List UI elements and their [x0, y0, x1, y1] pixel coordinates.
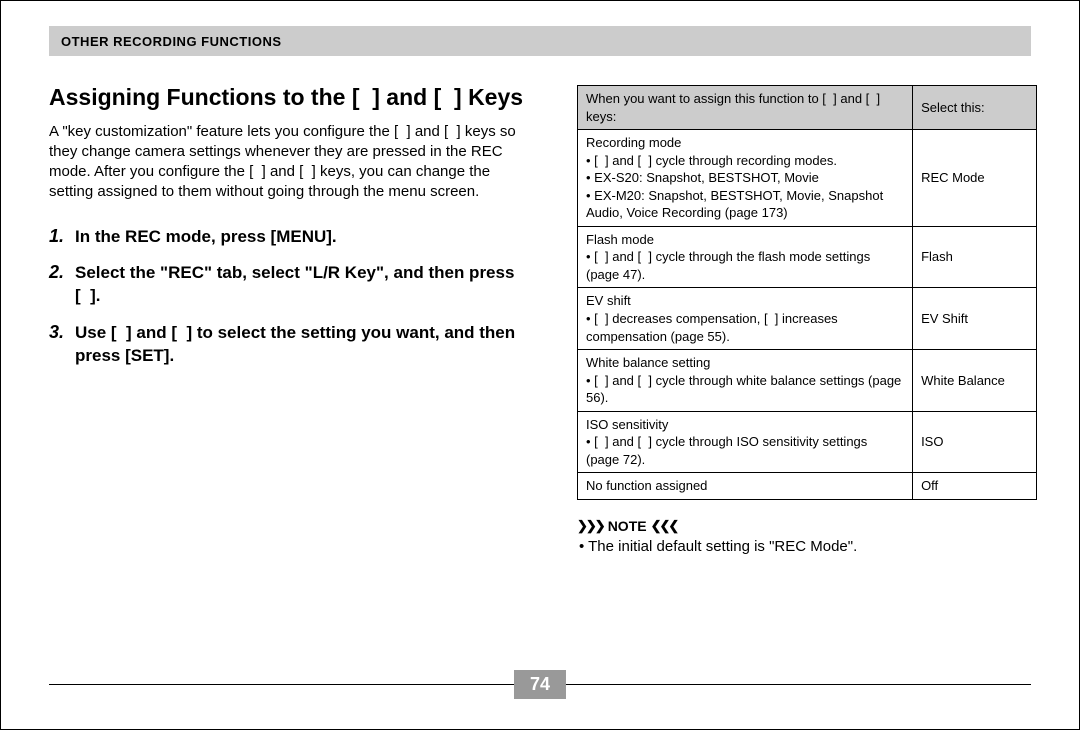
table-row: Flash mode• [ ] and [ ] cycle through th…: [578, 226, 1037, 288]
section-header-bar: OTHER RECORDING FUNCTIONS: [49, 26, 1031, 56]
table-row: Recording mode• [ ] and [ ] cycle throug…: [578, 130, 1037, 227]
step-number: 2.: [49, 262, 75, 283]
table-cell-desc: EV shift• [ ] decreases compensation, [ …: [578, 288, 913, 350]
step-item: 3. Use [ ] and [ ] to select the setting…: [49, 322, 529, 368]
section-title: OTHER RECORDING FUNCTIONS: [61, 34, 282, 49]
table-cell-desc: Flash mode• [ ] and [ ] cycle through th…: [578, 226, 913, 288]
step-item: 2. Select the "REC" tab, select "L/R Key…: [49, 262, 529, 308]
table-cell-desc: White balance setting• [ ] and [ ] cycle…: [578, 350, 913, 412]
step-number: 1.: [49, 226, 75, 247]
table-cell-value: ISO: [913, 411, 1037, 473]
note-label: ❯❯❯ NOTE ❮❮❮: [577, 518, 1037, 534]
table-cell-desc: ISO sensitivity• [ ] and [ ] cycle throu…: [578, 411, 913, 473]
table-cell-desc: No function assigned: [578, 473, 913, 500]
step-item: 1. In the REC mode, press [MENU].: [49, 226, 529, 249]
table-row: EV shift• [ ] decreases compensation, [ …: [578, 288, 1037, 350]
table-row: White balance setting• [ ] and [ ] cycle…: [578, 350, 1037, 412]
table-cell-value: REC Mode: [913, 130, 1037, 227]
table-row: ISO sensitivity• [ ] and [ ] cycle throu…: [578, 411, 1037, 473]
right-column: When you want to assign this function to…: [577, 85, 1037, 555]
page-number: 74: [514, 670, 566, 699]
intro-paragraph: A "key customization" feature lets you c…: [49, 122, 529, 202]
step-text: Use [ ] and [ ] to select the setting yo…: [75, 322, 529, 368]
table-header-right: Select this:: [913, 86, 1037, 130]
note-block: ❯❯❯ NOTE ❮❮❮ • The initial default setti…: [577, 518, 1037, 555]
step-text: In the REC mode, press [MENU].: [75, 226, 337, 249]
note-text: • The initial default setting is "REC Mo…: [577, 538, 1037, 555]
steps-list: 1. In the REC mode, press [MENU]. 2. Sel…: [49, 226, 529, 369]
table-cell-value: Off: [913, 473, 1037, 500]
table-header-left: When you want to assign this function to…: [578, 86, 913, 130]
page-heading: Assigning Functions to the [ ] and [ ] K…: [49, 83, 529, 112]
note-label-text: NOTE: [608, 518, 647, 534]
step-text: Select the "REC" tab, select "L/R Key", …: [75, 262, 529, 308]
step-number: 3.: [49, 322, 75, 343]
function-table: When you want to assign this function to…: [577, 85, 1037, 500]
table-cell-desc: Recording mode• [ ] and [ ] cycle throug…: [578, 130, 913, 227]
table-cell-value: EV Shift: [913, 288, 1037, 350]
left-column: Assigning Functions to the [ ] and [ ] K…: [49, 83, 529, 382]
note-arrows-left-icon: ❯❯❯: [577, 518, 604, 534]
table-header-row: When you want to assign this function to…: [578, 86, 1037, 130]
table-cell-value: Flash: [913, 226, 1037, 288]
table-row: No function assigned Off: [578, 473, 1037, 500]
table-cell-value: White Balance: [913, 350, 1037, 412]
note-arrows-right-icon: ❮❮❮: [651, 518, 678, 534]
